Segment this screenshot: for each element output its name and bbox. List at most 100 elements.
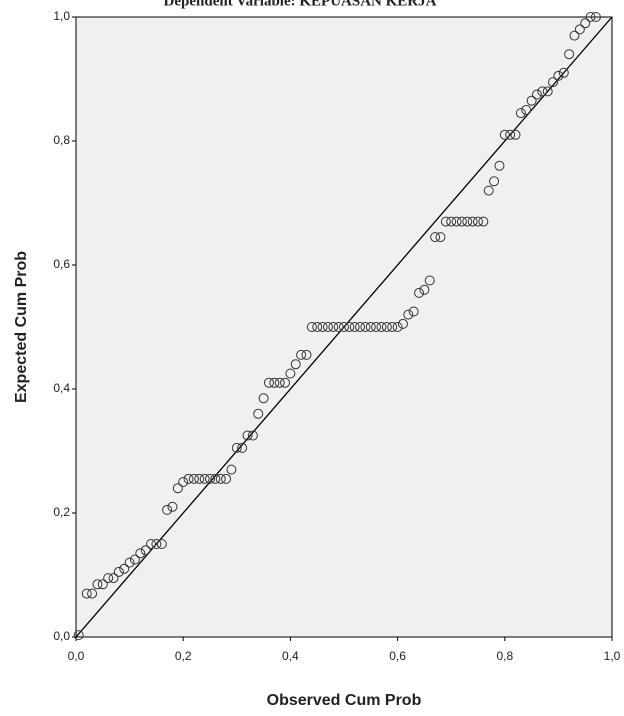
point bbox=[113, 566, 124, 577]
point bbox=[263, 377, 274, 388]
point bbox=[226, 464, 237, 475]
point bbox=[531, 89, 542, 100]
point bbox=[462, 216, 473, 227]
point bbox=[162, 504, 173, 515]
point bbox=[360, 322, 371, 332]
point bbox=[231, 442, 242, 453]
point bbox=[280, 377, 291, 388]
point bbox=[430, 232, 441, 243]
point bbox=[548, 77, 559, 88]
point bbox=[408, 306, 419, 317]
point bbox=[296, 349, 307, 360]
y-axis-title: Expected Cum Prob bbox=[13, 251, 30, 403]
point bbox=[124, 557, 135, 568]
point bbox=[542, 86, 553, 97]
point bbox=[580, 18, 591, 29]
point bbox=[156, 539, 167, 549]
point bbox=[521, 105, 532, 115]
y-tick-label: 0,4 bbox=[53, 381, 70, 395]
point bbox=[81, 588, 92, 599]
point bbox=[87, 588, 98, 599]
point bbox=[269, 377, 280, 388]
point bbox=[526, 95, 537, 106]
point bbox=[473, 216, 483, 227]
point bbox=[499, 129, 510, 140]
point bbox=[301, 349, 312, 360]
point bbox=[119, 563, 130, 574]
point bbox=[129, 554, 140, 565]
x-tick-label: 0,0 bbox=[68, 649, 85, 663]
x-tick-label: 0,2 bbox=[175, 649, 192, 663]
point bbox=[215, 473, 226, 484]
point bbox=[140, 545, 151, 556]
point bbox=[344, 322, 355, 332]
point bbox=[103, 573, 114, 584]
point bbox=[553, 70, 564, 81]
y-tick-label: 0,0 bbox=[53, 629, 70, 643]
reference-line bbox=[75, 16, 613, 638]
point bbox=[478, 216, 489, 227]
y-tick-label: 0,8 bbox=[53, 133, 70, 147]
point bbox=[419, 284, 430, 295]
point bbox=[483, 185, 494, 196]
point bbox=[290, 359, 301, 370]
point bbox=[392, 322, 403, 332]
point bbox=[403, 309, 414, 320]
point bbox=[92, 579, 103, 590]
point bbox=[515, 108, 526, 119]
point bbox=[274, 377, 285, 388]
point bbox=[558, 67, 569, 78]
x-tick-label: 0,8 bbox=[496, 649, 513, 663]
point bbox=[258, 393, 269, 404]
y-tick-label: 0,2 bbox=[53, 505, 70, 519]
point bbox=[365, 322, 376, 332]
chart-title: Dependent Variable: KEPUASAN KERJA bbox=[164, 0, 437, 9]
point bbox=[151, 539, 162, 549]
point bbox=[446, 216, 457, 227]
point bbox=[381, 322, 392, 332]
point bbox=[322, 322, 333, 332]
point bbox=[590, 12, 601, 22]
point bbox=[456, 216, 467, 227]
point bbox=[494, 160, 505, 171]
point bbox=[167, 501, 178, 512]
point bbox=[253, 408, 264, 419]
point bbox=[510, 129, 521, 140]
point bbox=[467, 216, 478, 227]
point bbox=[194, 473, 205, 484]
point bbox=[306, 322, 317, 332]
y-tick-label: 0,6 bbox=[53, 257, 70, 271]
x-tick-label: 0,6 bbox=[389, 649, 406, 663]
point bbox=[317, 322, 328, 332]
point bbox=[183, 473, 194, 484]
point bbox=[440, 216, 451, 227]
point bbox=[188, 473, 199, 484]
point bbox=[339, 322, 349, 332]
point bbox=[397, 318, 408, 329]
y-tick-label: 1,0 bbox=[53, 9, 70, 23]
point bbox=[574, 24, 585, 35]
point bbox=[489, 176, 500, 187]
point bbox=[97, 579, 108, 590]
point bbox=[328, 322, 339, 332]
point bbox=[387, 322, 398, 332]
point bbox=[505, 129, 516, 140]
point bbox=[435, 232, 446, 243]
point bbox=[376, 322, 387, 332]
point bbox=[205, 473, 215, 484]
x-axis-title: Observed Cum Prob bbox=[267, 692, 422, 709]
point bbox=[135, 548, 146, 559]
point bbox=[108, 573, 119, 584]
point bbox=[349, 322, 360, 332]
point bbox=[312, 322, 323, 332]
point bbox=[221, 473, 232, 484]
point bbox=[371, 322, 382, 332]
point bbox=[172, 483, 183, 494]
point bbox=[569, 30, 580, 41]
point bbox=[178, 477, 189, 487]
point bbox=[414, 287, 425, 298]
point bbox=[333, 322, 344, 332]
point bbox=[451, 216, 462, 227]
point bbox=[285, 368, 296, 379]
